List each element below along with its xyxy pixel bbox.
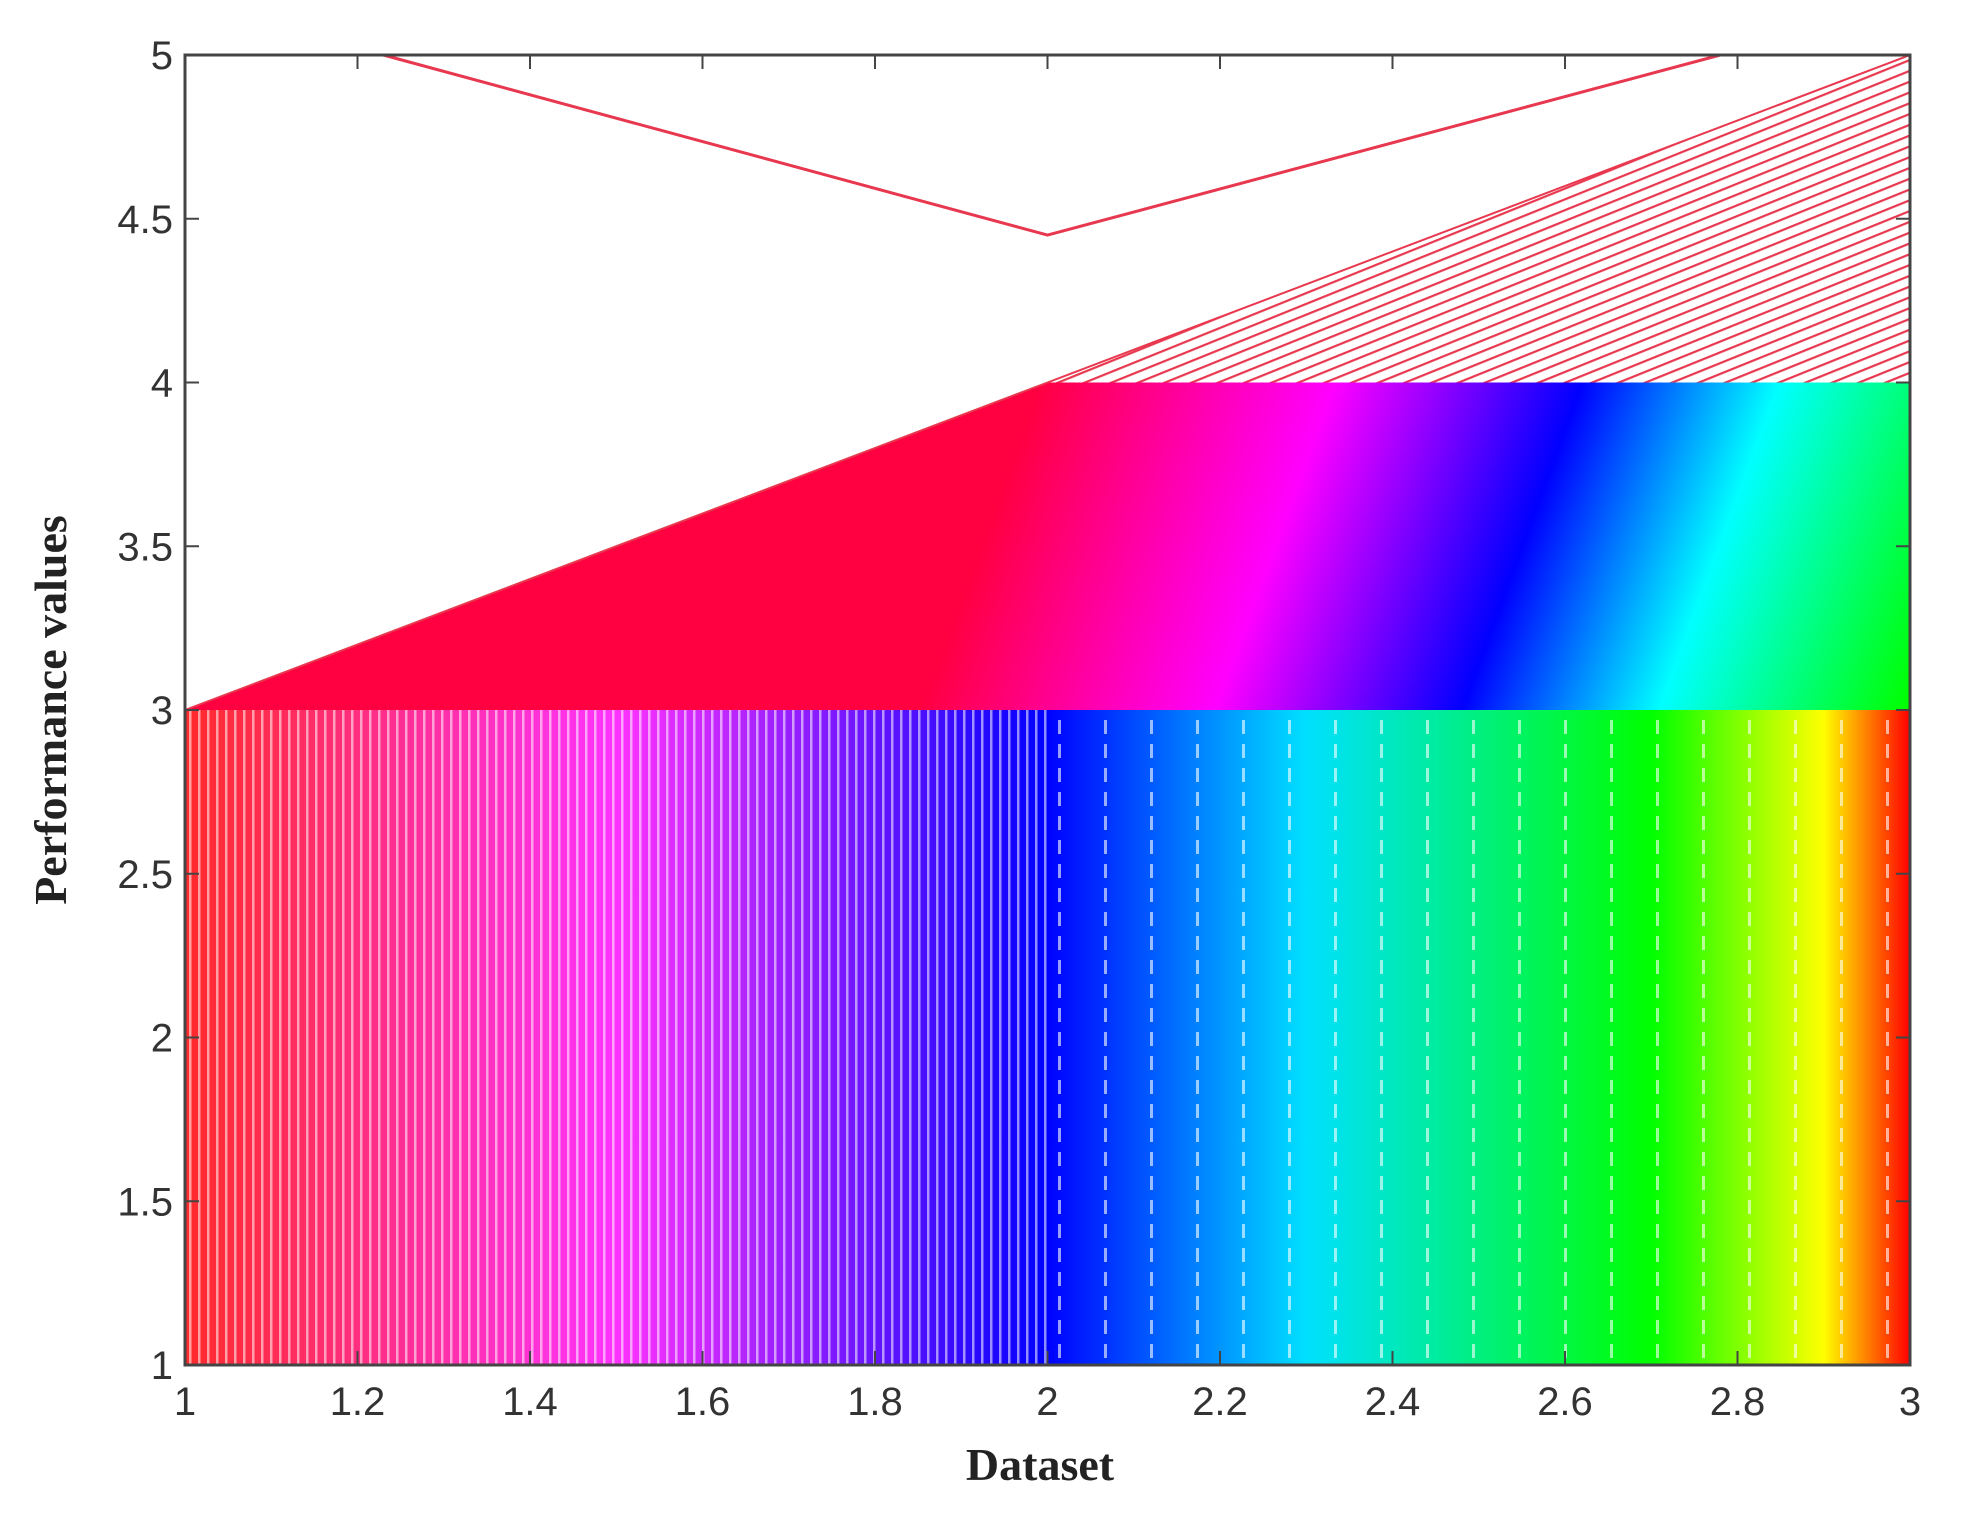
- x-tick-label: 1.4: [502, 1380, 558, 1424]
- y-tick-label: 3: [151, 689, 173, 733]
- x-tick-label: 2: [1036, 1380, 1058, 1424]
- area-series-1-hatch-right: [1047, 710, 1910, 1365]
- x-tick-label: 2.4: [1365, 1380, 1421, 1424]
- area-series-1-hatch-left: [185, 710, 1048, 1365]
- x-tick-label: 2.2: [1192, 1380, 1248, 1424]
- x-axis: 1 1.2 1.4 1.6 1.8 2 2.2 2.4 2.6 2.8 3: [174, 55, 1921, 1424]
- x-tick-label: 1.6: [675, 1380, 731, 1424]
- y-tick-label: 5: [151, 34, 173, 78]
- y-tick-label: 2: [151, 1017, 173, 1061]
- y-tick-label: 4.5: [117, 198, 173, 242]
- area-series-group: [184, 54, 1911, 1365]
- x-tick-label: 1.2: [330, 1380, 386, 1424]
- x-tick-label: 3: [1899, 1380, 1921, 1424]
- x-axis-title: Dataset: [966, 1439, 1115, 1490]
- y-tick-label: 1.5: [117, 1180, 173, 1224]
- y-tick-label: 4: [151, 362, 173, 406]
- y-tick-label: 3.5: [117, 525, 173, 569]
- y-axis-title: Performance values: [25, 515, 76, 905]
- area-series-3-edge: [184, 54, 1911, 711]
- x-tick-label: 2.6: [1537, 1380, 1593, 1424]
- area-series-2: [185, 382, 1910, 710]
- line-series-4: [382, 53, 1721, 237]
- y-tick-label: 2.5: [117, 853, 173, 897]
- line-series-group: [382, 53, 1721, 237]
- y-axis: 1 1.5 2 2.5 3 3.5 4 4.5 5: [117, 34, 1910, 1388]
- x-tick-label: 1: [174, 1380, 196, 1424]
- y-tick-label: 1: [151, 1344, 173, 1388]
- x-tick-label: 1.8: [847, 1380, 903, 1424]
- x-tick-label: 2.8: [1710, 1380, 1766, 1424]
